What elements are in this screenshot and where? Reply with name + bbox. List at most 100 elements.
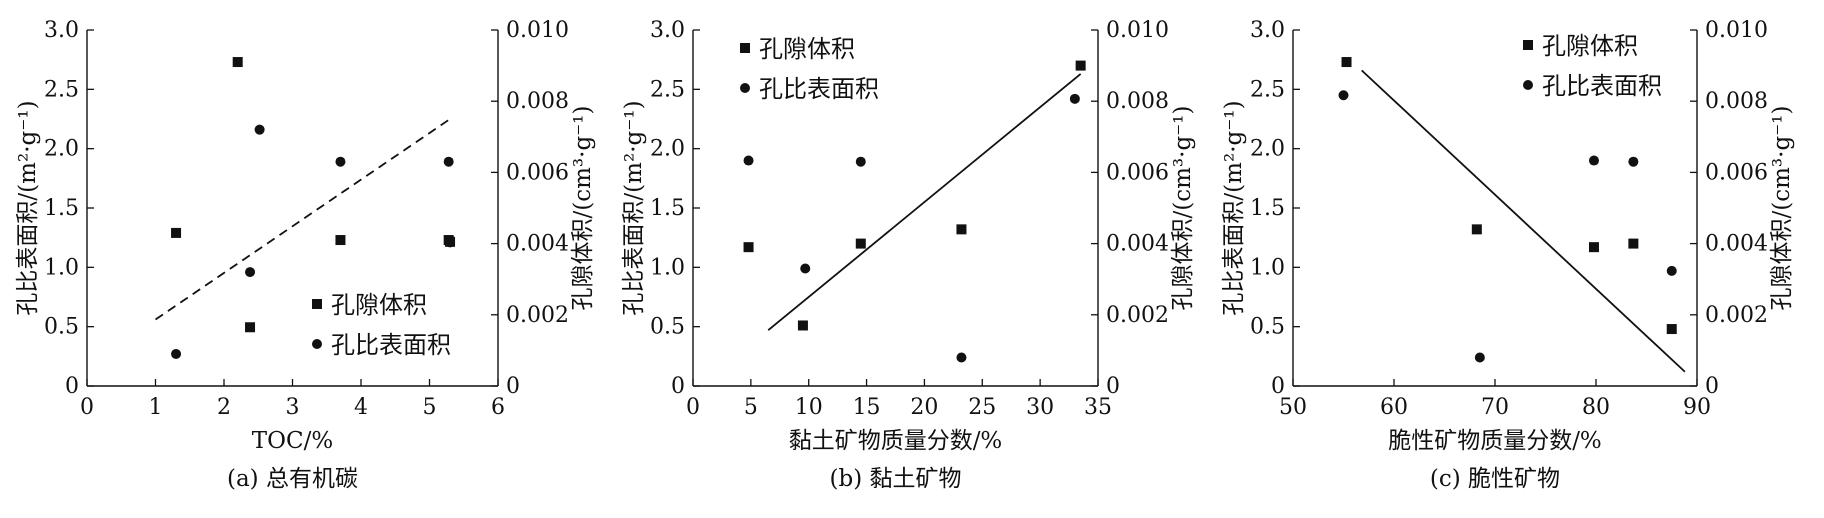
- y-left-tick-label: 1.5: [1250, 196, 1285, 221]
- y-right-tick-label: 0.008: [506, 89, 569, 114]
- y-right-tick-label: 0.004: [1705, 232, 1768, 257]
- data-point-square: [956, 224, 967, 235]
- y-axis-left-label: 孔比表面积/(m²·g⁻¹): [1221, 100, 1247, 315]
- data-point-square: [743, 242, 754, 253]
- y-right-tick-label: 0.010: [506, 18, 569, 43]
- x-tick-label: 35: [1084, 395, 1112, 420]
- panel-caption: (c) 脆性矿物: [1430, 466, 1560, 492]
- x-tick-label: 1: [149, 395, 163, 420]
- x-tick-label: 70: [1481, 395, 1509, 420]
- y-right-tick-label: 0.002: [506, 303, 569, 328]
- data-point-square: [1075, 60, 1086, 71]
- y-right-tick-label: 0.006: [506, 160, 569, 185]
- legend-label: 孔隙体积: [331, 291, 427, 319]
- y-left-tick-label: 1.5: [650, 196, 685, 221]
- y-right-tick-label: 0: [1705, 374, 1719, 399]
- y-left-tick-label: 2.5: [650, 77, 685, 102]
- y-right-tick-label: 0: [506, 374, 520, 399]
- data-point-circle: [443, 156, 454, 167]
- data-point-circle: [743, 155, 754, 166]
- data-point-circle: [245, 267, 256, 278]
- y-left-tick-label: 0: [65, 374, 79, 399]
- data-point-square: [232, 57, 243, 68]
- x-tick-label: 60: [1380, 395, 1408, 420]
- x-tick-label: 5: [744, 395, 758, 420]
- y-left-tick-label: 2.0: [1250, 137, 1285, 162]
- x-tick-label: 90: [1683, 395, 1711, 420]
- y-left-tick-label: 0: [1271, 374, 1285, 399]
- legend-label: 孔比表面积: [759, 75, 879, 103]
- data-point-circle: [171, 348, 182, 359]
- x-axis-label: 脆性矿物质量分数/%: [1388, 428, 1602, 454]
- y-left-tick-label: 0.5: [650, 315, 685, 340]
- data-point-circle: [335, 156, 346, 167]
- chart-panel-2: 0 5 10 15 20 25 30 3500.51.01.52.02.53.000.0020…: [621, 18, 1196, 492]
- data-point-square: [1666, 324, 1677, 335]
- y-left-tick-label: 1.5: [44, 196, 79, 221]
- y-axis-right-label: 孔隙体积/(cm³·g⁻¹): [570, 105, 596, 310]
- y-axis-left-label: 孔比表面积/(m²·g⁻¹): [15, 100, 41, 315]
- legend-label: 孔比表面积: [1542, 72, 1662, 100]
- legend-label: 孔隙体积: [1542, 32, 1638, 60]
- data-point-circle: [855, 156, 866, 167]
- data-point-circle: [445, 237, 456, 248]
- y-right-tick-label: 0.002: [1106, 303, 1169, 328]
- y-left-tick-label: 0: [671, 374, 685, 399]
- trend-line: [767, 73, 1082, 331]
- data-point-square: [171, 227, 182, 238]
- legend-label: 孔隙体积: [759, 35, 855, 63]
- x-tick-label: 6: [491, 395, 505, 420]
- legend-marker-circle: [740, 83, 750, 93]
- x-tick-label: 5: [423, 395, 437, 420]
- y-left-tick-label: 1.0: [650, 255, 685, 280]
- y-right-tick-label: 0.010: [1106, 18, 1169, 43]
- y-left-tick-label: 2.0: [44, 137, 79, 162]
- data-point-square: [1588, 242, 1599, 253]
- data-point-circle: [956, 352, 967, 363]
- y-right-tick-label: 0.004: [506, 232, 569, 257]
- y-right-tick-label: 0.008: [1705, 89, 1768, 114]
- data-point-circle: [1338, 90, 1349, 101]
- x-tick-label: 15: [853, 395, 881, 420]
- y-left-tick-label: 1.0: [44, 255, 79, 280]
- x-axis-label: TOC/%: [252, 428, 333, 454]
- trend-line: [154, 118, 451, 321]
- legend-marker-square: [1523, 40, 1533, 50]
- y-axis-right-label: 孔隙体积/(cm³·g⁻¹): [1769, 105, 1795, 310]
- panel-caption: (a) 总有机碳: [227, 466, 358, 492]
- y-axis-right-label: 孔隙体积/(cm³·g⁻¹): [1170, 105, 1196, 310]
- data-point-circle: [800, 263, 811, 274]
- y-left-tick-label: 1.0: [1250, 255, 1285, 280]
- x-tick-label: 20: [910, 395, 938, 420]
- y-right-tick-label: 0: [1106, 374, 1120, 399]
- x-tick-label: 80: [1582, 395, 1610, 420]
- data-point-square: [1471, 224, 1482, 235]
- legend-label: 孔比表面积: [331, 331, 451, 359]
- x-tick-label: 50: [1279, 395, 1307, 420]
- panel-caption: (b) 黏土矿物: [830, 466, 962, 492]
- x-tick-label: 0: [80, 395, 94, 420]
- y-left-tick-label: 2.5: [44, 77, 79, 102]
- data-point-circle: [1069, 93, 1080, 104]
- y-left-tick-label: 2.5: [1250, 77, 1285, 102]
- data-point-circle: [1474, 352, 1485, 363]
- trend-line: [1361, 69, 1686, 373]
- y-right-tick-label: 0.004: [1106, 232, 1169, 257]
- data-point-square: [1341, 57, 1352, 68]
- x-axis-label: 黏土矿物质量分数/%: [789, 428, 1003, 454]
- chart-panel-3: 50 60 70 80 9000.51.01.52.02.53.000.0020.004…: [1221, 18, 1795, 492]
- legend-marker-square: [312, 299, 322, 309]
- data-point-circle: [1628, 156, 1639, 167]
- legend-marker-square: [740, 43, 750, 53]
- y-right-tick-label: 0.008: [1106, 89, 1169, 114]
- x-tick-label: 10: [795, 395, 823, 420]
- data-point-square: [335, 235, 346, 246]
- data-point-circle: [1588, 155, 1599, 166]
- y-left-tick-label: 3.0: [1250, 18, 1285, 43]
- x-tick-label: 2: [217, 395, 231, 420]
